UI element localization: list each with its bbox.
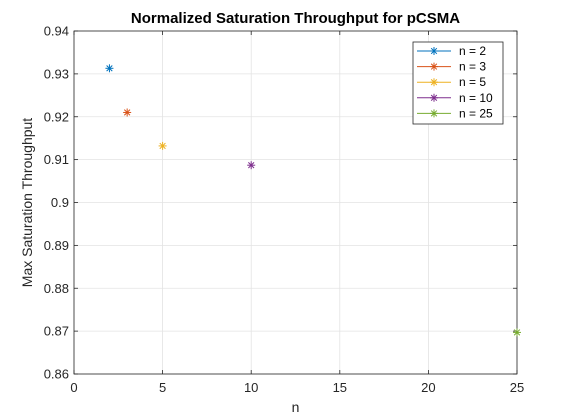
- legend-marker: [430, 62, 438, 71]
- y-tick-label: 0.89: [44, 238, 69, 253]
- y-axis-label: Max Saturation Throughput: [19, 118, 35, 288]
- y-ticks: 0.86 0.87 0.88 0.89 0.9 0.91 0.92 0.93 0.94: [44, 24, 517, 382]
- y-tick-label: 0.86: [44, 367, 69, 382]
- x-tick-label: 10: [244, 380, 258, 395]
- x-ticks: 0 5 10 15 20 25: [70, 31, 524, 395]
- legend-marker: [430, 93, 438, 102]
- data-points: [105, 64, 521, 337]
- data-point-asterisk: [158, 141, 167, 150]
- y-tick-label: 0.9: [51, 195, 69, 210]
- x-tick-label: 0: [70, 380, 77, 395]
- legend-marker: [430, 78, 438, 87]
- x-tick-label: 25: [510, 380, 524, 395]
- y-tick-label: 0.92: [44, 109, 69, 124]
- data-point-asterisk: [513, 328, 521, 337]
- y-tick-label: 0.94: [44, 24, 69, 39]
- data-point-asterisk: [247, 161, 256, 170]
- y-tick-label: 0.87: [44, 324, 69, 339]
- y-tick-label: 0.91: [44, 152, 69, 167]
- x-tick-label: 20: [421, 380, 435, 395]
- data-point-asterisk: [105, 64, 114, 73]
- legend-label: n = 25: [459, 106, 493, 120]
- legend-label: n = 10: [459, 91, 493, 105]
- chart-title: Normalized Saturation Throughput for pCS…: [131, 10, 460, 27]
- legend-label: n = 3: [459, 60, 486, 74]
- legend-marker: [430, 47, 438, 55]
- data-point-asterisk: [123, 108, 132, 117]
- legend-box: [412, 41, 504, 125]
- y-tick-label: 0.88: [44, 281, 69, 296]
- legend-label: n = 2: [459, 44, 486, 58]
- x-tick-label: 5: [159, 380, 166, 395]
- legend-marker: [430, 109, 438, 118]
- x-axis-label: n: [292, 399, 300, 415]
- legend: n = 2 n = 3n = 5 n = 10n = 25: [412, 41, 504, 125]
- legend-label: n = 5: [459, 75, 486, 89]
- y-tick-label: 0.93: [44, 66, 69, 81]
- x-tick-label: 15: [333, 380, 347, 395]
